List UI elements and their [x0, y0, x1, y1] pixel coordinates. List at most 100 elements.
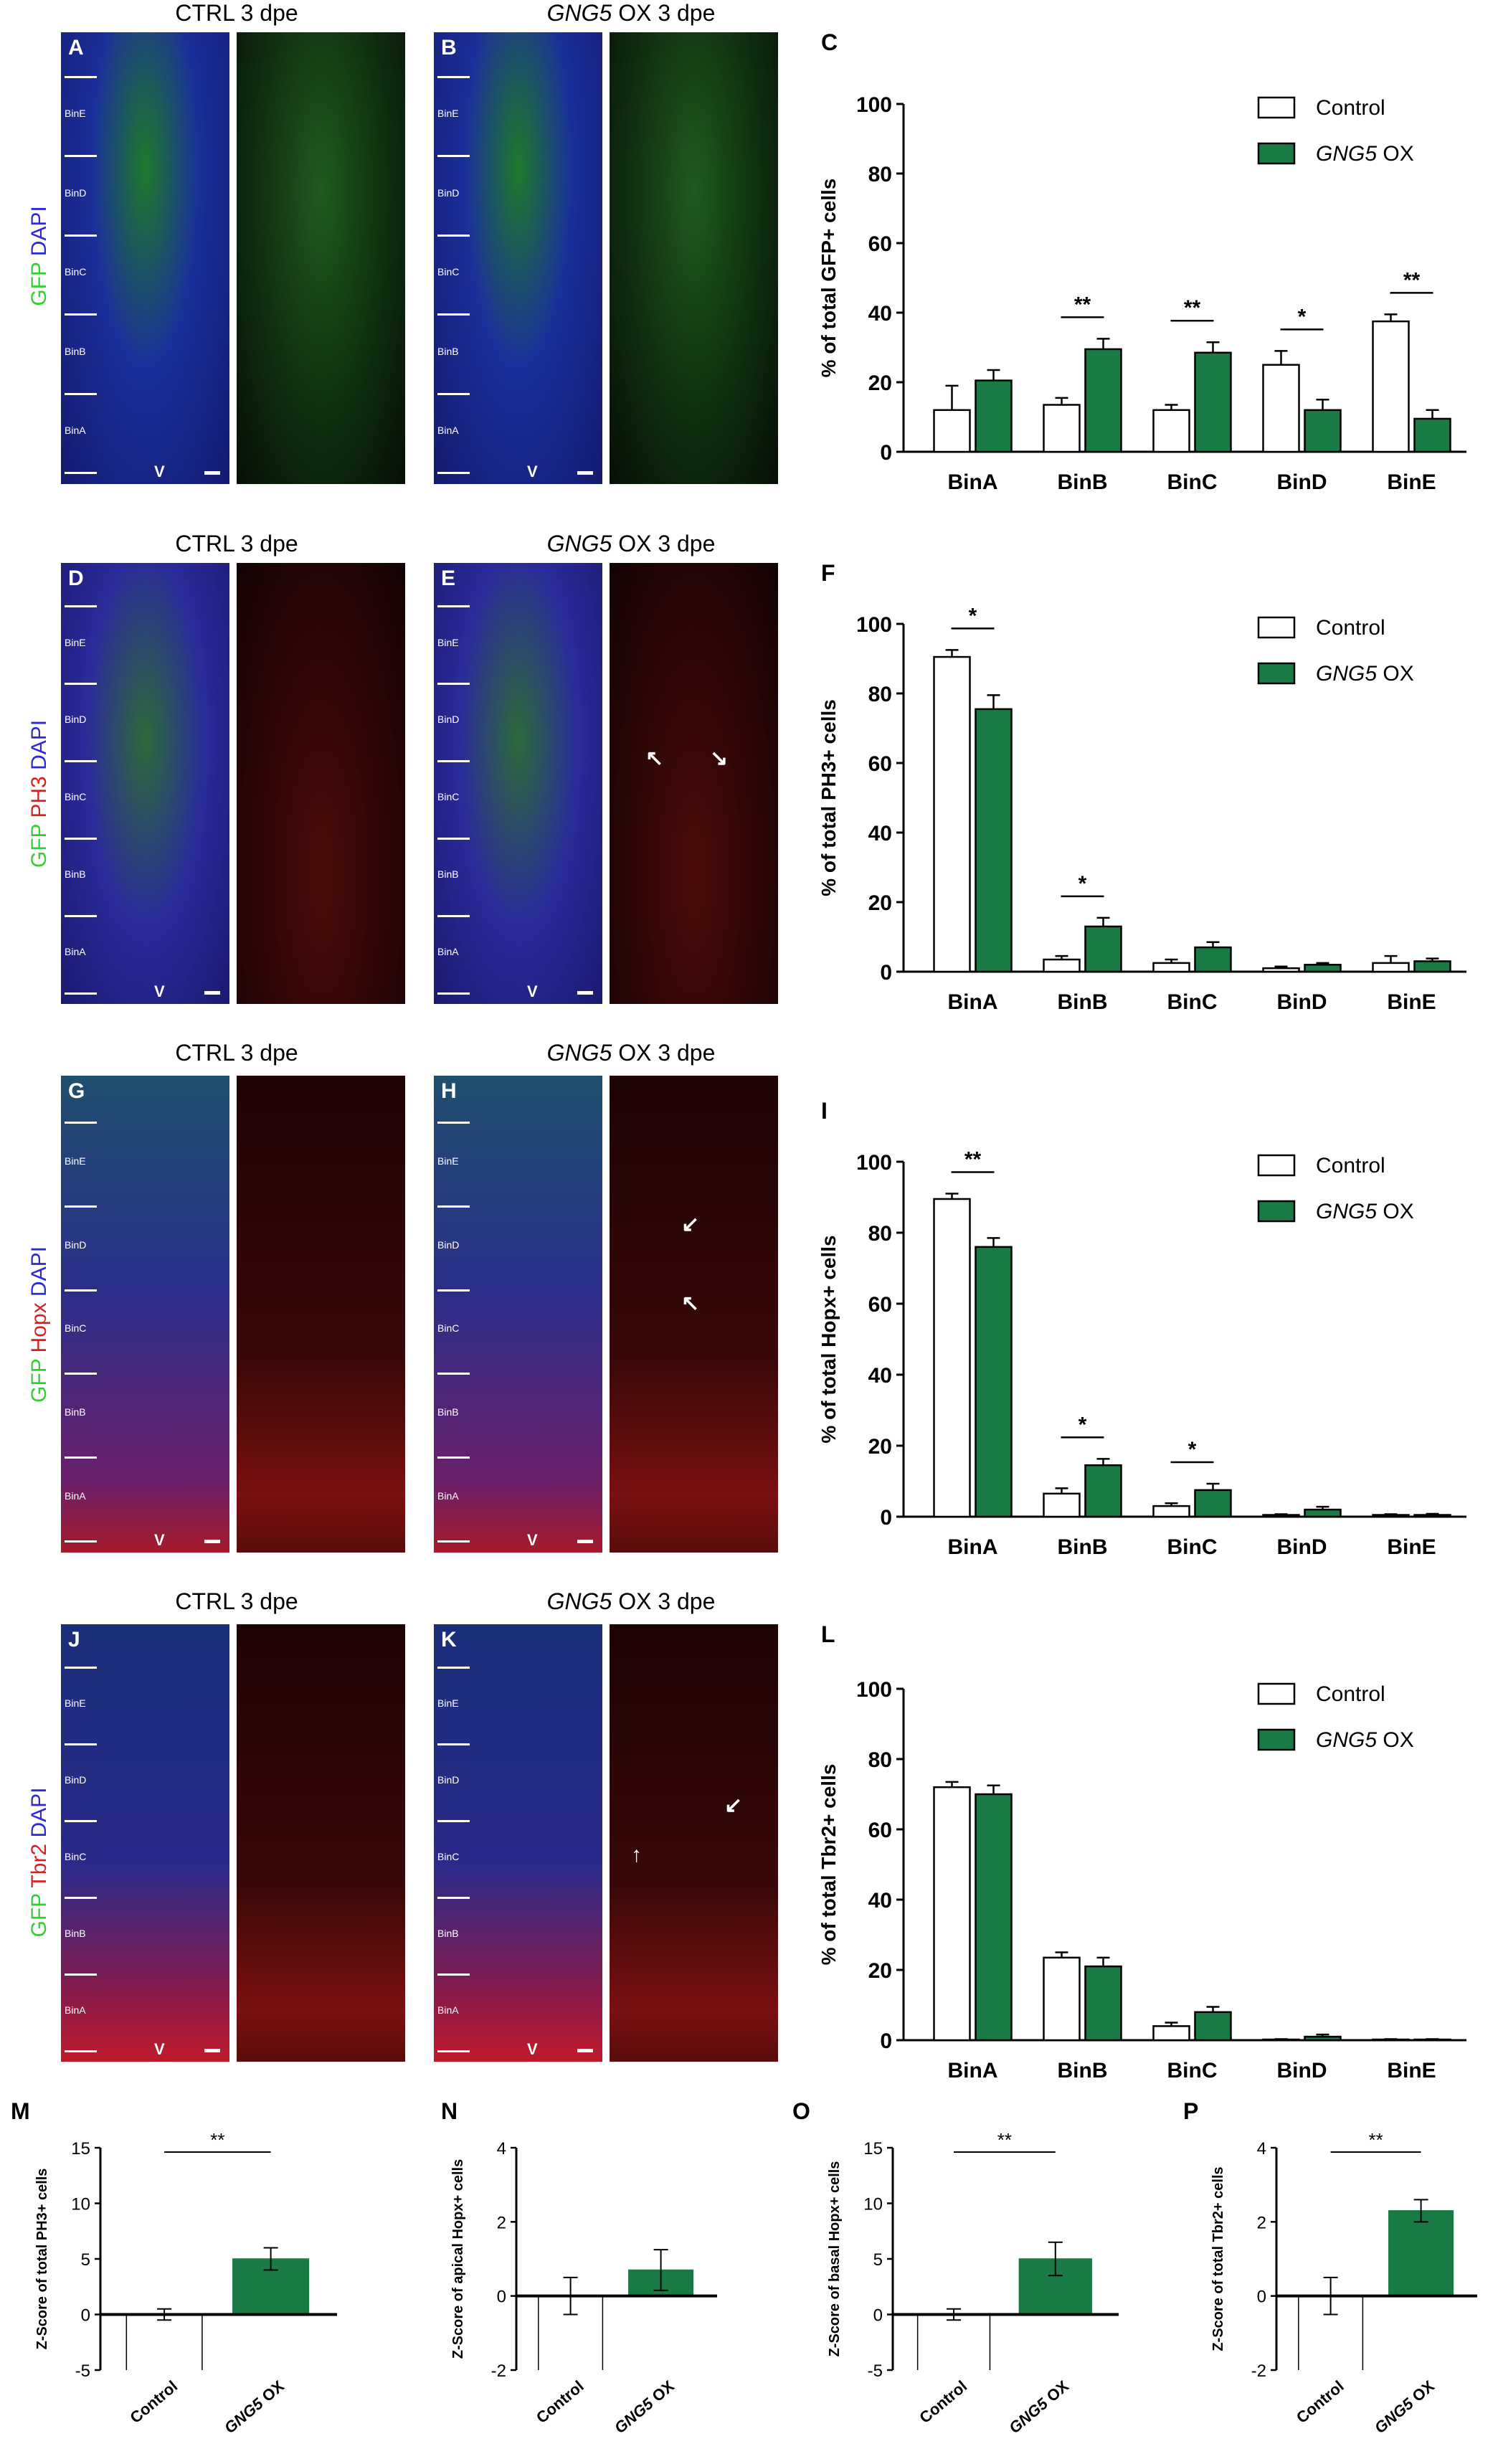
x-tick-label: BinE [1387, 1535, 1436, 1559]
y-tick-label: -2 [1251, 2361, 1266, 2381]
bin-label: BinA [437, 1489, 459, 1502]
y-tick-label: -5 [75, 2361, 90, 2381]
y-axis-label: % of total Tbr2+ cells [817, 1764, 840, 1966]
bar-gng5 [975, 1246, 1013, 1518]
bar-gng5 [1084, 348, 1122, 453]
bin-label: BinB [65, 1406, 86, 1418]
panel-letter: D [68, 567, 84, 590]
gng5-title: GNG5 OX 3 dpe [546, 0, 716, 26]
bin-boundary-tick [437, 1743, 470, 1745]
bin-boundary-tick [437, 1122, 470, 1124]
bin-label: BinD [437, 1238, 460, 1251]
gng5-merge-image [434, 32, 602, 484]
y-tick-label: 40 [868, 1364, 892, 1388]
y-tick-label: 80 [868, 1222, 892, 1246]
y-tick-label: 100 [856, 93, 892, 117]
bar-gng5 [1413, 1514, 1451, 1518]
x-tick-label: GNG5 OX [611, 2377, 678, 2437]
bin-boundary-tick [65, 1896, 97, 1899]
bar-control [1262, 364, 1300, 453]
ventricle-label: V [154, 463, 165, 480]
panel-letter: K [441, 1628, 457, 1652]
significance-marker: * [1079, 872, 1087, 896]
y-tick-label: -5 [868, 2361, 883, 2381]
bar-control [1152, 962, 1190, 973]
bin-boundary-tick [437, 313, 470, 316]
bin-boundary-tick [437, 1373, 470, 1375]
y-tick-label: 0 [880, 961, 892, 985]
x-tick-label: Control [533, 2377, 587, 2427]
y-tick-label: 5 [873, 2250, 883, 2270]
bar-gng5 [1304, 409, 1342, 453]
significance-marker: ** [1368, 2129, 1383, 2151]
legend-swatch-gng5 [1257, 662, 1296, 685]
bin-label: BinE [437, 636, 459, 648]
bar-gng5 [1084, 1965, 1122, 2042]
x-tick-label: BinA [948, 990, 998, 1014]
legend-gene-name: GNG5 [1316, 142, 1377, 166]
x-tick-label: Control [916, 2377, 970, 2427]
x-tick-label: BinB [1058, 470, 1108, 494]
gng5-merge-image [434, 563, 602, 1004]
bar-gng5 [1084, 1464, 1122, 1518]
x-tick-label: BinC [1167, 470, 1218, 494]
bin-boundary-tick [437, 760, 470, 763]
bin-label: BinA [65, 2004, 86, 2016]
ventricle-label: V [527, 982, 538, 1000]
bar-gng5 [1084, 925, 1122, 973]
legend-label-control: Control [1316, 616, 1385, 640]
scale-bar [577, 471, 593, 475]
ventricle-label: V [527, 2040, 538, 2058]
bin-boundary-tick [65, 313, 97, 316]
bin-label: BinC [437, 1850, 460, 1862]
y-axis-label: Z-Score of apical Hopx+ cells [450, 2159, 466, 2359]
y-tick-label: 20 [868, 1959, 892, 1983]
bin-boundary-tick [65, 2050, 97, 2052]
x-tick-label: BinB [1058, 2059, 1108, 2082]
x-tick-label: BinC [1167, 1535, 1218, 1559]
legend-gene-name: GNG5 [1316, 1200, 1377, 1223]
arrow-icon: ↖ [681, 1292, 700, 1315]
bin-boundary-tick [65, 1122, 97, 1124]
arrow-icon: ↖ [645, 747, 664, 770]
bin-boundary-tick [437, 1973, 470, 1976]
ventricle-label: V [527, 1531, 538, 1549]
ventricle-label: V [527, 463, 538, 480]
bin-label: BinB [437, 1406, 459, 1418]
y-tick-label: -2 [491, 2361, 506, 2381]
x-tick-label: GNG5 OX [221, 2377, 288, 2437]
arrow-icon: ↙ [681, 1213, 700, 1236]
y-tick-label: 100 [856, 1151, 892, 1175]
y-tick-label: 0 [1257, 2288, 1266, 2307]
bin-boundary-tick [437, 838, 470, 840]
bar-gng5 [1194, 946, 1232, 973]
gng5-hopx-channel-image [610, 1076, 778, 1553]
x-tick-label: Control [1293, 2377, 1347, 2427]
bin-boundary-tick [437, 1819, 470, 1822]
bar-control [1043, 958, 1081, 973]
bin-label: BinB [437, 868, 459, 881]
legend-suffix: OX [1377, 1200, 1414, 1223]
ctrl-merge-image [61, 563, 229, 1004]
panel-letter: G [68, 1079, 85, 1103]
bin-boundary-tick [65, 992, 97, 995]
ctrl-hopx-channel-image [237, 1076, 405, 1553]
y-tick-label: 4 [1257, 2139, 1266, 2159]
bin-label: BinC [65, 266, 87, 278]
scale-bar [204, 471, 220, 475]
bar-control [933, 1198, 971, 1518]
x-tick-label: GNG5 OX [1005, 2377, 1072, 2437]
y-tick-label: 80 [868, 683, 892, 706]
ventricle-label: V [154, 2040, 165, 2058]
bin-boundary-tick [65, 683, 97, 686]
panel-letter: H [441, 1079, 457, 1103]
y-tick-label: 0 [880, 1506, 892, 1530]
bin-boundary-tick [437, 75, 470, 78]
bin-label: BinC [65, 1850, 87, 1862]
legend-gene-name: GNG5 [1316, 662, 1377, 686]
bin-boundary-tick [65, 155, 97, 158]
bin-label: BinB [65, 1927, 86, 1939]
ctrl-merge-image [61, 32, 229, 484]
legend-suffix: OX [1377, 662, 1414, 686]
y-tick-label: 0 [497, 2288, 506, 2307]
